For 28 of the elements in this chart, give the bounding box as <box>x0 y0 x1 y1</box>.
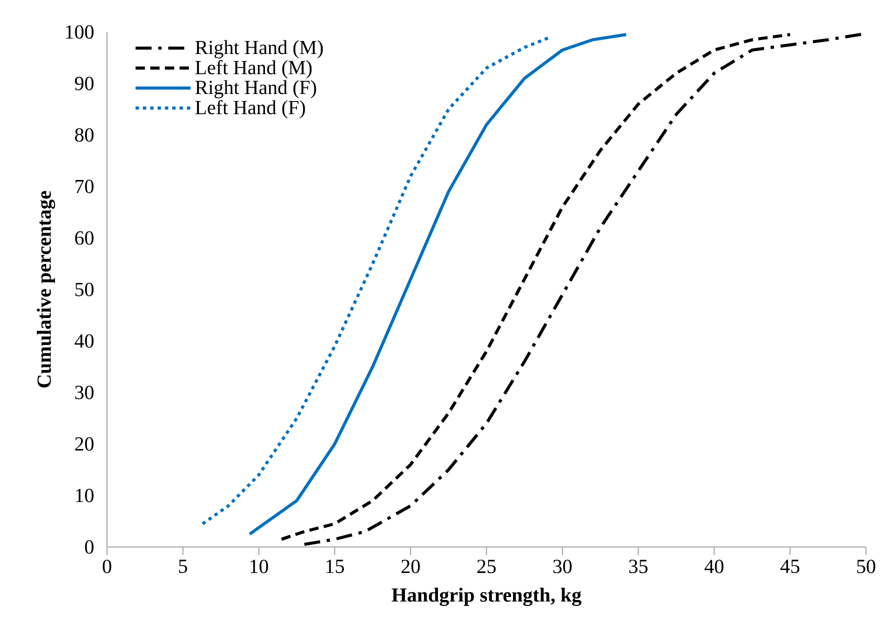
x-tick-label: 40 <box>704 560 724 574</box>
y-tick-label: 0 <box>85 540 94 554</box>
y-tick-label: 10 <box>76 488 94 502</box>
y-tick-label: 20 <box>75 437 94 451</box>
x-tick-label: 5 <box>179 560 188 573</box>
y-tick-label: 40 <box>74 334 94 348</box>
y-tick-label: 30 <box>75 386 94 400</box>
legend-label: Right Hand (F) <box>195 80 316 98</box>
y-tick-label: 90 <box>74 76 94 90</box>
legend-label: Left Hand (M) <box>195 60 312 78</box>
y-tick-label: 50 <box>75 282 94 296</box>
x-tick-label: 0 <box>102 560 112 574</box>
x-axis-title: Handgrip strength, kg <box>392 588 582 606</box>
x-tick-label: 35 <box>629 560 648 574</box>
legend-label: Right Hand (M) <box>195 40 323 58</box>
x-tick-label: 10 <box>250 560 268 574</box>
x-tick-label: 45 <box>780 560 800 574</box>
y-axis-title: Cumulative percentage <box>36 191 56 388</box>
y-tick-label: 80 <box>75 128 94 142</box>
x-tick-label: 20 <box>401 560 420 574</box>
x-tick-label: 30 <box>553 560 572 574</box>
x-tick-label: 50 <box>857 560 876 574</box>
y-tick-label: 70 <box>76 180 94 194</box>
y-tick-label: 60 <box>75 231 94 245</box>
legend-label: Left Hand (F) <box>195 100 305 118</box>
x-tick-label: 15 <box>326 560 344 574</box>
y-tick-label: 100 <box>66 25 94 39</box>
x-tick-label: 25 <box>477 560 496 574</box>
